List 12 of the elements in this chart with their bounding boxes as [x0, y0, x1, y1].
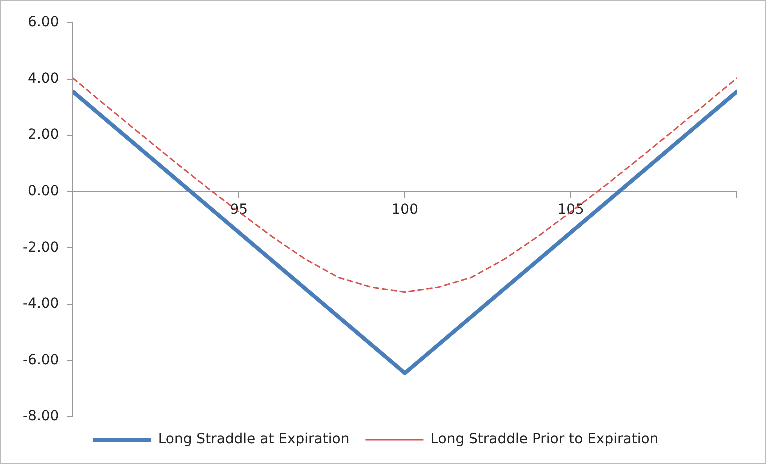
legend-label: Long Straddle at Expiration — [158, 432, 350, 448]
y-tick-label: -4.00 — [22, 296, 60, 312]
x-tick-label: 100 — [392, 202, 418, 218]
y-tick-label: 2.00 — [28, 127, 60, 144]
y-tick-label: 0.00 — [28, 184, 60, 200]
y-tick-label: -2.00 — [22, 240, 60, 256]
y-tick-label: -6.00 — [22, 352, 60, 368]
x-tick-label: 105 — [558, 202, 584, 218]
legend-label: Long Straddle Prior to Expiration — [430, 432, 659, 448]
y-tick-label: 4.00 — [28, 70, 60, 87]
y-tick-label: 6.00 — [28, 14, 60, 31]
y-tick-label: -8.00 — [22, 408, 60, 425]
